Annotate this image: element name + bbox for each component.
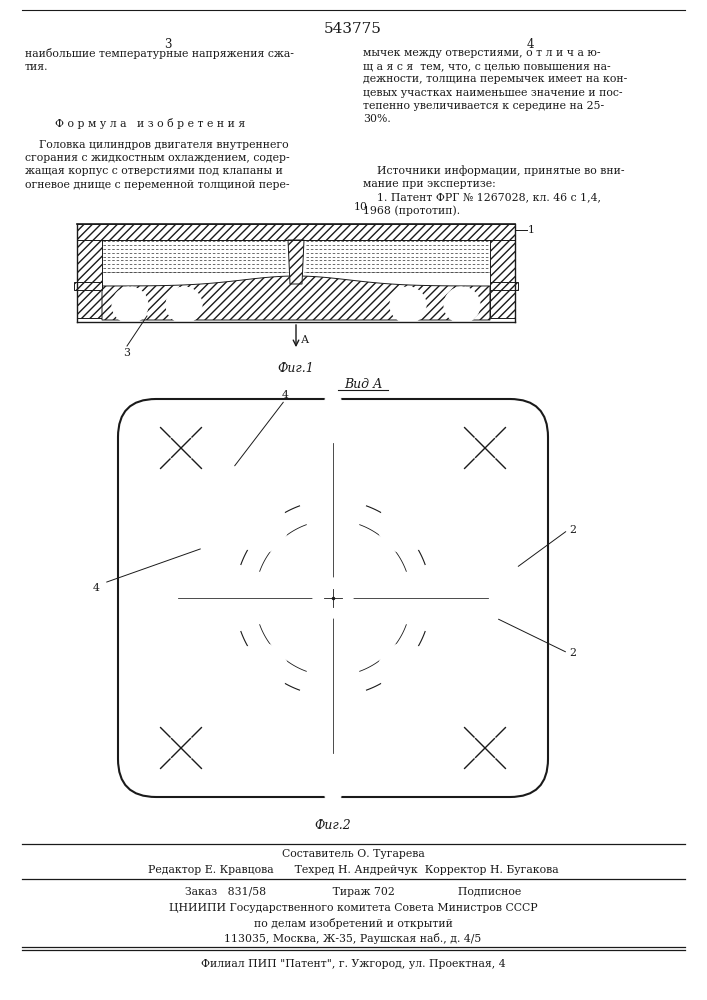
- Circle shape: [313, 578, 353, 618]
- Text: Ф о р м у л а   и з о б р е т е н и я: Ф о р м у л а и з о б р е т е н и я: [55, 118, 245, 129]
- Circle shape: [178, 443, 488, 753]
- Circle shape: [390, 287, 426, 323]
- Text: 4: 4: [526, 38, 534, 51]
- Polygon shape: [77, 240, 102, 318]
- Text: 3: 3: [164, 38, 172, 51]
- Text: Филиал ПИП "Патент", г. Ужгород, ул. Проектная, 4: Филиал ПИП "Патент", г. Ужгород, ул. Про…: [201, 959, 506, 969]
- Ellipse shape: [519, 590, 541, 606]
- Text: 2: 2: [569, 648, 576, 658]
- Circle shape: [234, 499, 288, 553]
- Text: Заказ   831/58                   Тираж 702                  Подписное: Заказ 831/58 Тираж 702 Подписное: [185, 887, 521, 897]
- Circle shape: [378, 499, 432, 553]
- Text: 4: 4: [93, 583, 100, 593]
- Circle shape: [234, 643, 288, 697]
- Text: 10: 10: [354, 202, 368, 212]
- Text: 1: 1: [528, 225, 535, 235]
- Polygon shape: [74, 282, 102, 290]
- Polygon shape: [77, 224, 515, 240]
- Text: Фиг.2: Фиг.2: [315, 819, 351, 832]
- Circle shape: [151, 418, 211, 478]
- Text: Вид А: Вид А: [344, 378, 382, 391]
- Text: Фиг.1: Фиг.1: [278, 362, 315, 375]
- Circle shape: [151, 718, 211, 778]
- Circle shape: [350, 471, 460, 581]
- Polygon shape: [490, 240, 515, 318]
- Text: ЦНИИПИ Государственного комитета Совета Министров СССР: ЦНИИПИ Государственного комитета Совета …: [169, 903, 537, 913]
- Circle shape: [365, 486, 445, 566]
- Circle shape: [455, 718, 515, 778]
- Text: Редактор Е. Кравцова      Техред Н. Андрейчук  Корректор Н. Бугакова: Редактор Е. Кравцова Техред Н. Андрейчук…: [148, 865, 559, 875]
- Polygon shape: [288, 240, 304, 284]
- Ellipse shape: [325, 390, 341, 412]
- Text: Составитель О. Тугарева: Составитель О. Тугарева: [281, 849, 424, 859]
- Circle shape: [378, 643, 432, 697]
- Ellipse shape: [125, 590, 147, 606]
- Circle shape: [206, 615, 316, 725]
- Circle shape: [221, 630, 301, 710]
- Ellipse shape: [325, 784, 341, 806]
- Circle shape: [365, 630, 445, 710]
- Polygon shape: [102, 276, 490, 320]
- Text: 4: 4: [281, 390, 288, 400]
- Circle shape: [206, 471, 316, 581]
- Text: по делам изобретений и открытий: по делам изобретений и открытий: [254, 918, 452, 929]
- Circle shape: [350, 615, 460, 725]
- Circle shape: [112, 287, 148, 323]
- Text: 2: 2: [569, 525, 576, 535]
- Circle shape: [166, 287, 202, 323]
- FancyBboxPatch shape: [118, 399, 548, 797]
- Text: 113035, Москва, Ж-35, Раушская наб., д. 4/5: 113035, Москва, Ж-35, Раушская наб., д. …: [224, 933, 481, 944]
- Text: 543775: 543775: [324, 22, 382, 36]
- Text: Источники информации, принятые во вни-
мание при экспертизе:
    1. Патент ФРГ №: Источники информации, принятые во вни- м…: [363, 165, 624, 216]
- Circle shape: [444, 287, 480, 323]
- Circle shape: [221, 486, 301, 566]
- Text: А: А: [301, 335, 309, 345]
- Text: 3: 3: [124, 348, 131, 358]
- Text: наибольшие температурные напряжения сжа-
тия.: наибольшие температурные напряжения сжа-…: [25, 48, 294, 72]
- Polygon shape: [490, 282, 518, 290]
- Circle shape: [455, 418, 515, 478]
- Text: Головка цилиндров двигателя внутреннего
сгорания с жидкостным охлаждением, содер: Головка цилиндров двигателя внутреннего …: [25, 140, 290, 190]
- Text: мычек между отверстиями, о т л и ч а ю-
щ а я с я  тем, что, с целью повышения н: мычек между отверстиями, о т л и ч а ю- …: [363, 48, 627, 124]
- Circle shape: [322, 587, 344, 609]
